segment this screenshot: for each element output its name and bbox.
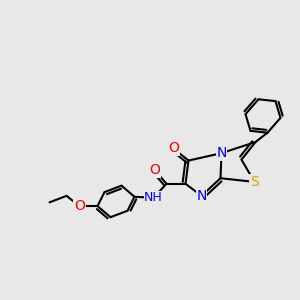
Text: NH: NH (144, 191, 163, 204)
Text: S: S (250, 175, 259, 189)
Text: O: O (74, 199, 85, 213)
Text: O: O (149, 163, 160, 177)
Text: O: O (168, 142, 179, 155)
Text: N: N (216, 146, 227, 160)
Text: N: N (196, 189, 207, 203)
